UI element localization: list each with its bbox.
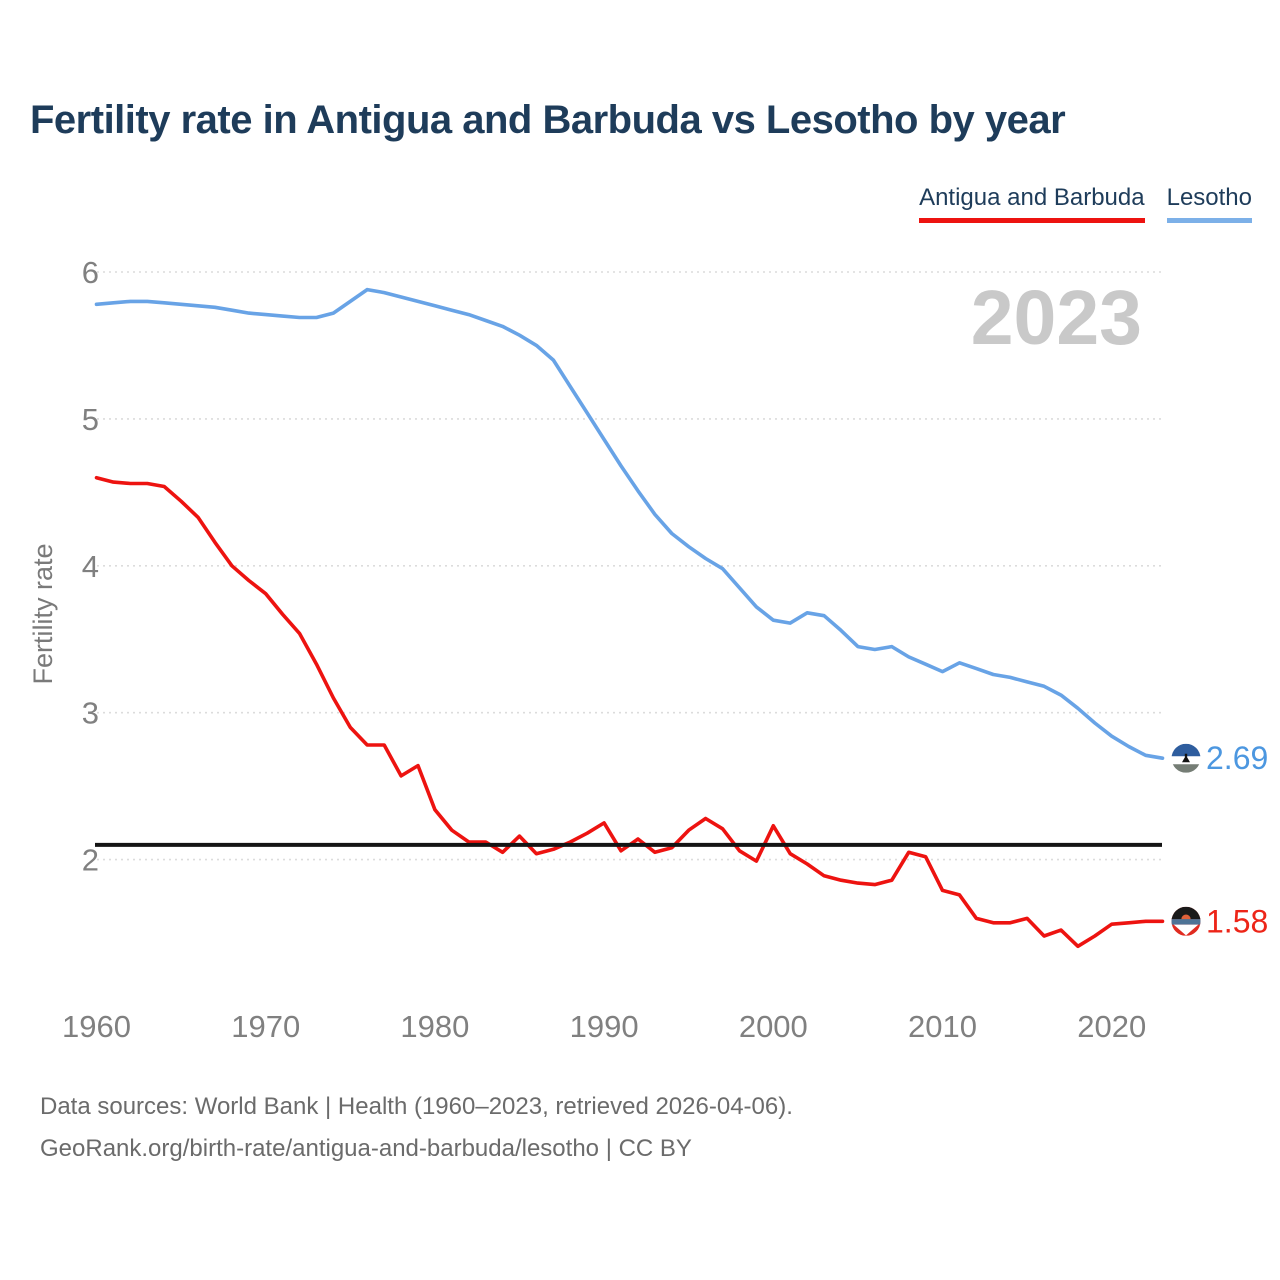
end-value-lesotho: 2.69: [1206, 740, 1268, 776]
legend: Antigua and Barbuda Lesotho: [919, 184, 1252, 223]
series-line-antigua-and-barbuda: [94, 475, 1165, 949]
x-tick-label: 1960: [62, 1009, 131, 1044]
end-value-antigua-and-barbuda: 1.58: [1206, 903, 1268, 939]
series-line-lesotho: [94, 287, 1165, 761]
attribution-text: GeoRank.org/birth-rate/antigua-and-barbu…: [40, 1135, 692, 1162]
y-tick-label: 3: [82, 696, 99, 731]
legend-item-lesotho[interactable]: Lesotho: [1166, 184, 1252, 223]
x-tick-label: 2000: [739, 1009, 808, 1044]
chart-footer: Data sources: World Bank | Health (1960–…: [40, 1086, 793, 1170]
lesotho-flag-icon: [1171, 743, 1201, 773]
x-tick-label: 1970: [231, 1009, 300, 1044]
antigua-and-barbuda-flag-icon: [1171, 906, 1201, 936]
x-tick-label: 1980: [400, 1009, 469, 1044]
x-tick-label: 1990: [570, 1009, 639, 1044]
y-tick-label: 4: [82, 549, 99, 584]
y-tick-label: 2: [82, 843, 99, 878]
y-tick-label: 5: [82, 402, 99, 437]
y-axis-title: Fertility rate: [28, 543, 58, 684]
x-axis-labels: 1960 1970 1980 1990 2000 2010 2020: [62, 1009, 1146, 1044]
watermark-year: 2023: [971, 275, 1142, 361]
page-title: Fertility rate in Antigua and Barbuda vs…: [30, 98, 1066, 142]
legend-item-antigua-and-barbuda[interactable]: Antigua and Barbuda: [919, 184, 1145, 223]
x-tick-label: 2010: [908, 1009, 977, 1044]
y-tick-label: 6: [82, 255, 99, 290]
data-sources-text: Data sources: World Bank | Health (1960–…: [40, 1093, 793, 1120]
x-tick-label: 2020: [1077, 1009, 1146, 1044]
gridlines: 2 3 4 5 6: [82, 255, 1162, 878]
